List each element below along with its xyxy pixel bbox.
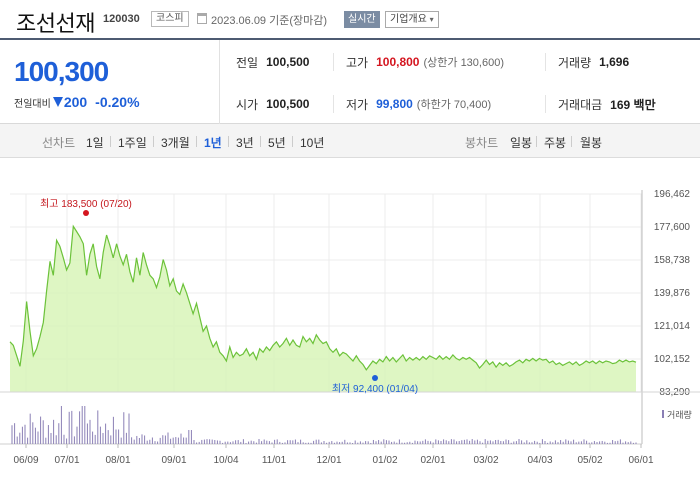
volume-label: 거래량 [558,55,592,70]
volume-value: 1,696 [599,55,630,69]
tab-weekly-candle[interactable]: 주봉 [544,136,567,150]
x-tick-label: 05/02 [577,455,602,466]
stock-name: 조선선재 [16,11,95,36]
high-marker [83,210,89,216]
x-tick-label: 12/01 [316,455,341,466]
quote-panel: 100,300 전일대비 200 -0.20% 전일 100,500 고가 10… [0,38,700,124]
x-tick-label: 11/01 [262,455,287,466]
price-chart-svg: 196,462 177,600 158,738 139,876 121,014 102,1… [0,189,700,466]
down-triangle-icon [52,97,63,107]
x-tick-label: 07/01 [54,455,79,466]
low-marker [372,375,378,381]
price-line [9,224,637,371]
volume: 거래량 1,696 [558,52,629,72]
y-tick-label: 177,600 [654,222,691,233]
tab-1year[interactable]: 1년 [204,136,222,150]
x-tick-label: 08/01 [105,455,130,466]
realtime-button[interactable]: 실시간 [344,11,380,28]
divider [333,95,334,113]
y-tick-label: 102,152 [654,354,691,365]
high-annotation: 최고 183,500 (07/20) [40,198,132,210]
period-tab-bar: 선차트 1일 1주일 3개월 1년 3년 5년 10년 봉차트 일봉 주봉 월봉 [0,124,700,158]
company-overview-label: 기업개요 [390,14,427,25]
low-value: 99,800 [376,97,413,111]
y-tick-label: 139,876 [654,288,691,299]
x-tick-label: 04/03 [527,455,552,466]
tab-3months[interactable]: 3개월 [161,136,190,150]
prev-close-label: 전일 [236,55,259,70]
x-tick-label: 06/01 [628,455,653,466]
tab-divider [571,136,572,147]
change-row: 전일대비 200 -0.20% [14,94,140,110]
stock-code: 120030 [103,13,140,25]
tab-1week[interactable]: 1주일 [118,136,147,150]
price-chart[interactable]: 196,462 177,600 158,738 139,876 121,014 102,1… [0,158,700,480]
tab-divider [110,136,111,147]
tab-monthly-candle[interactable]: 월봉 [580,136,603,150]
y-tick-label: 158,738 [654,255,691,266]
lower-limit: (하한가 70,400) [416,99,492,111]
high-price: 고가 100,800 (상한가 130,600) [346,52,504,72]
tab-1day[interactable]: 1일 [86,136,104,150]
open-value: 100,500 [266,97,310,111]
low-label: 저가 [346,97,369,112]
tab-divider [228,136,229,147]
change-label: 전일대비 [14,98,51,110]
tab-10years[interactable]: 10년 [300,136,325,150]
high-value: 100,800 [376,55,420,69]
x-tick-label: 09/01 [161,455,186,466]
x-tick-label: 01/02 [372,455,397,466]
volume-legend-swatch [662,410,664,418]
current-price-box: 100,300 전일대비 200 -0.20% [0,40,220,124]
high-label: 고가 [346,55,369,70]
calendar-icon [197,13,207,24]
tab-daily-candle[interactable]: 일봉 [510,136,533,150]
tab-divider [260,136,261,147]
chevron-down-icon: ▾ [429,15,434,24]
trade-value-value: 169 백만 [610,97,656,112]
tab-divider [196,136,197,147]
current-price: 100,300 [14,56,109,87]
trade-value: 거래대금 169 백만 [558,94,656,114]
volume-legend-label: 거래량 [667,409,692,420]
base-date: 2023.06.09 기준(장마감) [211,15,328,27]
change-rate: -0.20% [95,94,140,110]
prev-close-value: 100,500 [266,55,310,69]
prev-close: 전일 100,500 [236,52,309,72]
divider [333,53,334,71]
x-tick-label: 06/09 [13,455,38,466]
divider [545,95,546,113]
open-price: 시가 100,500 [236,94,309,114]
price-area-fill [10,226,636,392]
upper-limit: (상한가 130,600) [423,57,504,69]
low-annotation: 최저 92,400 (01/04) [332,383,418,395]
x-tick-label: 02/01 [420,455,445,466]
tab-divider [153,136,154,147]
divider [545,53,546,71]
y-tick-label: 196,462 [654,189,691,200]
tab-divider [292,136,293,147]
company-overview-button[interactable]: 기업개요 ▾ [385,11,439,28]
candle-chart-label: 봉차트 [465,136,499,150]
line-chart-label: 선차트 [42,136,76,150]
tab-divider [536,136,537,147]
trade-value-label: 거래대금 [558,97,603,112]
x-tick-label: 10/04 [213,455,238,466]
y-tick-label: 121,014 [654,321,691,332]
market-badge: 코스피 [151,11,189,27]
low-price: 저가 99,800 (하한가 70,400) [346,94,491,114]
change-amount: 200 [63,94,88,110]
open-label: 시가 [236,97,259,112]
tab-5years[interactable]: 5년 [268,136,286,150]
tab-3years[interactable]: 3년 [236,136,254,150]
x-tick-label: 03/02 [473,455,498,466]
stock-header: 조선선재 120030 코스피 2023.06.09 기준(장마감) 실시간 기… [0,0,700,38]
